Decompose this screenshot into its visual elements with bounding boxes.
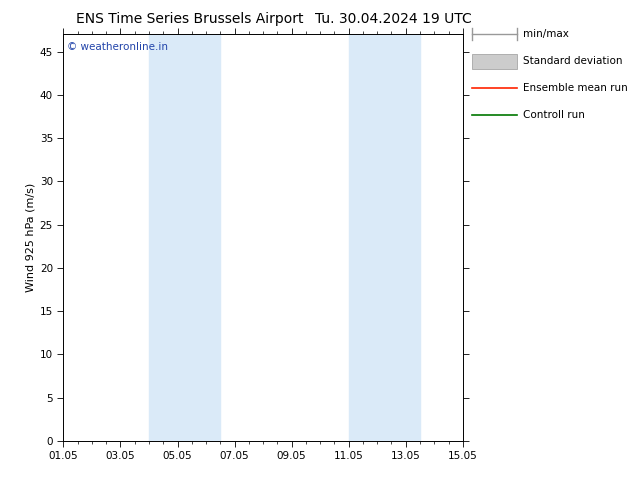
Bar [349,34,420,441]
Y-axis label: Wind 925 hPa (m/s): Wind 925 hPa (m/s) [25,183,36,292]
Text: Controll run: Controll run [523,110,585,120]
Text: min/max: min/max [523,29,569,39]
Text: Tu. 30.04.2024 19 UTC: Tu. 30.04.2024 19 UTC [314,12,472,26]
Bar [149,34,220,441]
Text: Ensemble mean run: Ensemble mean run [523,83,628,93]
Text: ENS Time Series Brussels Airport: ENS Time Series Brussels Airport [77,12,304,26]
Text: © weatheronline.in: © weatheronline.in [67,43,169,52]
Text: Standard deviation: Standard deviation [523,56,623,66]
